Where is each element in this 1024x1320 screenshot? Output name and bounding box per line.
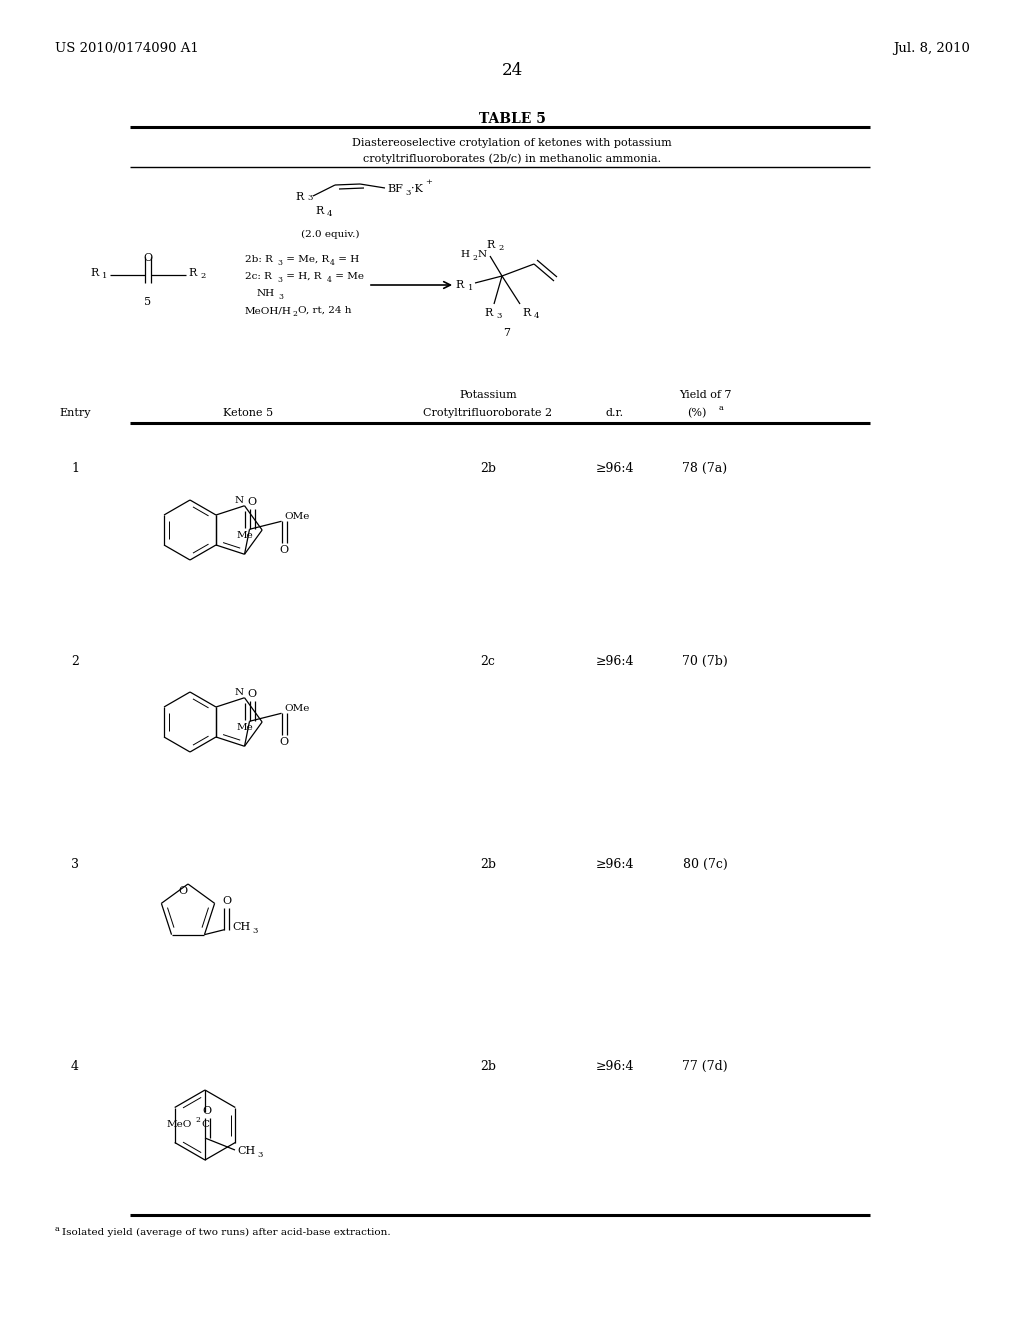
Text: R: R	[295, 191, 303, 202]
Text: 5: 5	[144, 297, 152, 308]
Text: 4: 4	[327, 210, 333, 218]
Text: +: +	[425, 178, 432, 186]
Text: N: N	[478, 249, 487, 259]
Text: O: O	[143, 253, 153, 263]
Text: 2: 2	[292, 310, 297, 318]
Text: 24: 24	[502, 62, 522, 79]
Text: 80 (7c): 80 (7c)	[683, 858, 727, 871]
Text: C: C	[201, 1119, 209, 1129]
Text: NH: NH	[257, 289, 275, 298]
Text: 2c: R: 2c: R	[245, 272, 272, 281]
Text: O: O	[203, 1106, 212, 1115]
Text: R: R	[486, 240, 495, 249]
Text: 3: 3	[278, 293, 283, 301]
Text: O: O	[247, 498, 256, 507]
Text: R: R	[315, 206, 324, 216]
Text: Diastereoselective crotylation of ketones with potassium: Diastereoselective crotylation of ketone…	[352, 139, 672, 148]
Text: O, rt, 24 h: O, rt, 24 h	[298, 306, 351, 315]
Text: CH: CH	[232, 921, 251, 932]
Text: 1: 1	[468, 284, 473, 292]
Text: ≥96:4: ≥96:4	[596, 655, 634, 668]
Text: 77 (7d): 77 (7d)	[682, 1060, 728, 1073]
Text: Jul. 8, 2010: Jul. 8, 2010	[893, 42, 970, 55]
Text: O: O	[279, 545, 288, 556]
Text: = Me: = Me	[332, 272, 364, 281]
Text: 2b: R: 2b: R	[245, 255, 272, 264]
Text: Isolated yield (average of two runs) after acid-base extraction.: Isolated yield (average of two runs) aft…	[62, 1228, 390, 1237]
Text: 2: 2	[195, 1115, 200, 1125]
Text: = Me, R: = Me, R	[283, 255, 330, 264]
Text: N: N	[234, 496, 244, 506]
Text: Potassium: Potassium	[459, 389, 517, 400]
Text: 2: 2	[200, 272, 205, 280]
Text: 4: 4	[534, 312, 540, 319]
Text: R: R	[522, 308, 530, 318]
Text: 1: 1	[71, 462, 79, 475]
Text: ≥96:4: ≥96:4	[596, 1060, 634, 1073]
Text: 3: 3	[278, 259, 282, 267]
Text: Me: Me	[237, 531, 253, 540]
Text: 3: 3	[406, 189, 411, 197]
Text: 7: 7	[504, 327, 511, 338]
Text: 2b: 2b	[480, 858, 496, 871]
Text: TABLE 5: TABLE 5	[478, 112, 546, 125]
Text: 70 (7b): 70 (7b)	[682, 655, 728, 668]
Text: 3: 3	[71, 858, 79, 871]
Text: Entry: Entry	[59, 408, 91, 418]
Text: MeOH/H: MeOH/H	[245, 306, 292, 315]
Text: Ketone 5: Ketone 5	[223, 408, 273, 418]
Text: O: O	[247, 689, 256, 700]
Text: US 2010/0174090 A1: US 2010/0174090 A1	[55, 42, 199, 55]
Text: 3: 3	[307, 194, 312, 202]
Text: ≥96:4: ≥96:4	[596, 858, 634, 871]
Text: ·K: ·K	[411, 183, 423, 194]
Text: 2: 2	[71, 655, 79, 668]
Text: 3: 3	[253, 927, 258, 935]
Text: crotyltrifluoroborates (2b/c) in methanolic ammonia.: crotyltrifluoroborates (2b/c) in methano…	[362, 153, 662, 164]
Text: = H: = H	[335, 255, 359, 264]
Text: (%): (%)	[687, 408, 707, 418]
Text: 2b: 2b	[480, 462, 496, 475]
Text: d.r.: d.r.	[606, 408, 624, 418]
Text: = H, R: = H, R	[283, 272, 322, 281]
Text: OMe: OMe	[285, 704, 310, 713]
Text: 4: 4	[327, 276, 332, 284]
Text: H: H	[460, 249, 469, 259]
Text: 2: 2	[472, 253, 477, 261]
Text: CH: CH	[237, 1146, 255, 1156]
Text: Yield of 7: Yield of 7	[679, 389, 731, 400]
Text: R: R	[90, 268, 98, 279]
Text: Me: Me	[237, 723, 253, 731]
Text: 1: 1	[102, 272, 108, 280]
Text: ≥96:4: ≥96:4	[596, 462, 634, 475]
Text: R: R	[484, 308, 493, 318]
Text: 4: 4	[71, 1060, 79, 1073]
Text: 3: 3	[496, 312, 502, 319]
Text: 2: 2	[498, 244, 503, 252]
Text: R: R	[455, 280, 463, 290]
Text: (2.0 equiv.): (2.0 equiv.)	[301, 230, 359, 239]
Text: 2b: 2b	[480, 1060, 496, 1073]
Text: 4: 4	[330, 259, 335, 267]
Text: O: O	[279, 738, 288, 747]
Text: N: N	[234, 688, 244, 697]
Text: BF: BF	[387, 183, 402, 194]
Text: R: R	[188, 268, 197, 279]
Text: OMe: OMe	[285, 512, 310, 521]
Text: MeO: MeO	[167, 1119, 193, 1129]
Text: O: O	[222, 896, 231, 906]
Text: 78 (7a): 78 (7a)	[682, 462, 728, 475]
Text: 3: 3	[257, 1151, 262, 1159]
Text: 3: 3	[278, 276, 282, 284]
Text: 2c: 2c	[480, 655, 496, 668]
Text: a: a	[55, 1225, 59, 1233]
Text: a: a	[719, 404, 724, 412]
Text: O: O	[178, 886, 187, 896]
Text: Crotyltrifluoroborate 2: Crotyltrifluoroborate 2	[424, 408, 553, 418]
